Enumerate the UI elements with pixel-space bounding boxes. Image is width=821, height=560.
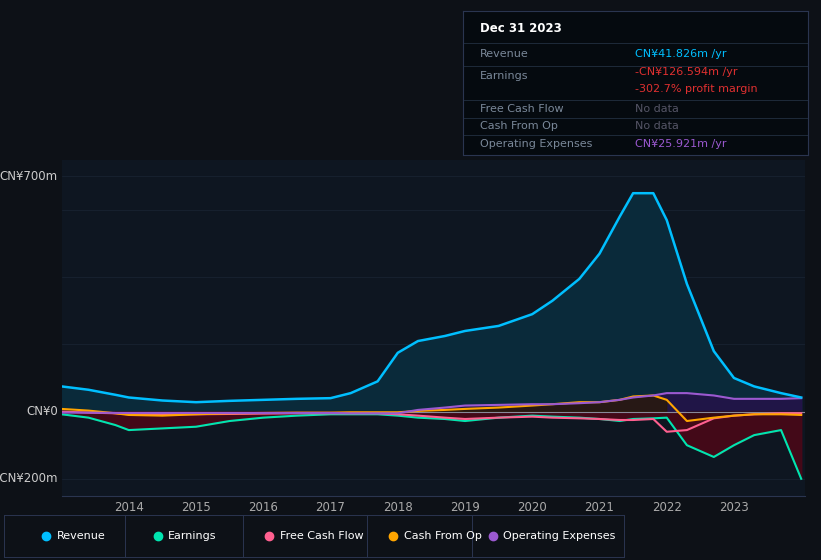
Text: Earnings: Earnings [168,531,217,541]
Text: No data: No data [635,122,679,132]
Text: CN¥700m: CN¥700m [0,170,57,183]
Text: CN¥25.921m /yr: CN¥25.921m /yr [635,139,727,148]
Text: -302.7% profit margin: -302.7% profit margin [635,84,758,94]
Text: Free Cash Flow: Free Cash Flow [480,104,564,114]
Text: Operating Expenses: Operating Expenses [503,531,616,541]
Text: Dec 31 2023: Dec 31 2023 [480,22,562,35]
Text: Cash From Op: Cash From Op [404,531,482,541]
Text: Revenue: Revenue [480,49,529,59]
Text: Cash From Op: Cash From Op [480,122,558,132]
Text: Operating Expenses: Operating Expenses [480,139,593,148]
Text: -CN¥200m: -CN¥200m [0,472,57,486]
Text: Free Cash Flow: Free Cash Flow [280,531,364,541]
Text: CN¥41.826m /yr: CN¥41.826m /yr [635,49,727,59]
Text: CN¥0: CN¥0 [26,405,57,418]
Text: Earnings: Earnings [480,71,529,81]
Text: No data: No data [635,104,679,114]
Text: -CN¥126.594m /yr: -CN¥126.594m /yr [635,67,738,77]
Text: Revenue: Revenue [57,531,106,541]
